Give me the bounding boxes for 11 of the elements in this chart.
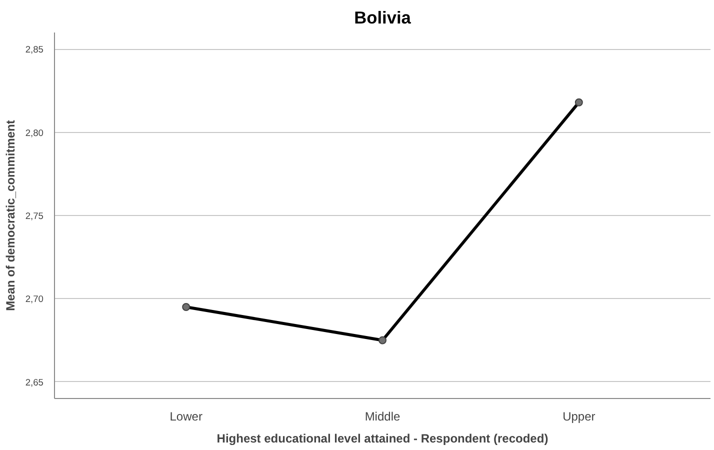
y-tick-label: 2,70 <box>25 294 44 304</box>
chart-title: Bolivia <box>354 8 412 28</box>
y-tick-label: 2,80 <box>25 128 44 138</box>
y-tick-label: 2,75 <box>25 211 44 221</box>
x-tick-label: Middle <box>364 410 400 424</box>
y-tick-label: 2,65 <box>25 377 44 388</box>
x-tick-label: Upper <box>562 410 596 424</box>
x-axis-title: Highest educational level attained - Respondent (recoded) <box>216 432 548 446</box>
y-tick-label: 2,85 <box>25 44 44 55</box>
y-axis-title: Mean of democratic_commitment <box>3 120 18 311</box>
x-tick-label: Lower <box>170 410 202 424</box>
